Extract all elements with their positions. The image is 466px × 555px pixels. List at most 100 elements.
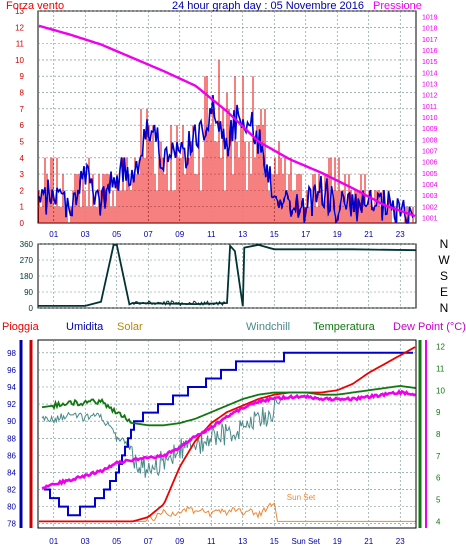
y-tick-label-left: 9 <box>20 72 25 81</box>
y-tick-label-left: 78 <box>7 520 16 529</box>
plot-frame <box>37 339 417 529</box>
y-tick-label-left: 4 <box>20 154 25 163</box>
y-tick-label-right: 8 <box>436 430 441 439</box>
x-tick-label: 11 <box>207 230 216 239</box>
legend-solar: Solar <box>117 321 143 333</box>
y-tick-label-left: 94 <box>7 383 16 392</box>
legend-dew-point: Dew Point (°C) <box>393 321 466 333</box>
y-tick-label: 0 <box>29 304 34 313</box>
y-tick-label-right: 1018 <box>422 26 438 33</box>
y-tick-label-left: 98 <box>7 349 16 358</box>
y-tick-label-right: 7 <box>436 452 441 461</box>
y-tick-label-right: 1014 <box>422 70 438 77</box>
y-tick-label-right: 1010 <box>422 115 438 122</box>
y-tick-label-left: 13 <box>15 7 24 16</box>
y-tick-label-right: 4 <box>436 517 441 526</box>
x-tick-label: 03 <box>81 537 90 546</box>
y-tick-label: 90 <box>24 288 33 297</box>
y-tick-label-left: 3 <box>20 170 25 179</box>
y-tick-label-right: 6 <box>436 474 441 483</box>
y-tick-label-right: 1004 <box>422 182 438 189</box>
x-tick-label: 01 <box>49 230 58 239</box>
x-tick-label: Sun Set <box>292 537 321 546</box>
y-tick-label-right: 11 <box>436 364 445 373</box>
legend-humidity: Umidita <box>66 321 104 333</box>
temperature-line <box>41 384 416 427</box>
y-tick-label-left: 5 <box>20 137 25 146</box>
pressure-line <box>38 24 416 218</box>
x-tick-label: 11 <box>207 537 216 546</box>
x-tick-label: 21 <box>364 230 373 239</box>
compass-label: E <box>440 285 448 299</box>
x-tick-label: 01 <box>49 537 58 546</box>
x-tick-label: 15 <box>270 537 279 546</box>
x-tick-label: 23 <box>396 537 405 546</box>
wind-direction-noise <box>132 300 226 307</box>
y-tick-label-right: 1002 <box>422 204 438 211</box>
y-tick-label-left: 7 <box>20 105 25 114</box>
x-tick-label: 21 <box>364 537 373 546</box>
x-tick-label: 19 <box>333 537 342 546</box>
y-tick-label-left: 11 <box>16 40 25 49</box>
legend-windchill: Windchill <box>246 321 291 333</box>
humidity-line <box>44 351 413 517</box>
wind-speed-axis-title: Forza vento <box>6 0 65 12</box>
compass-label: N <box>440 237 449 251</box>
y-tick-label-right: 1015 <box>422 59 438 66</box>
x-tick-label: 13 <box>238 230 247 239</box>
x-tick-label: 23 <box>396 230 405 239</box>
y-tick-label-left: 90 <box>7 417 16 426</box>
compass-label: W <box>438 253 450 267</box>
compass-label: N <box>440 301 449 315</box>
legend-rain: Pioggia <box>2 321 39 333</box>
y-tick-label-left: 84 <box>7 468 16 477</box>
y-tick-label-right: 1003 <box>422 193 438 200</box>
x-tick-label: 03 <box>81 230 90 239</box>
x-tick-label: 07 <box>144 537 153 546</box>
wind-direction-line <box>38 243 417 307</box>
y-tick-label-right: 1001 <box>422 215 438 222</box>
y-tick-label-right: 1012 <box>422 93 438 100</box>
x-tick-label: 19 <box>333 230 342 239</box>
y-tick-label-right: 12 <box>436 343 445 352</box>
y-tick-label-left: 82 <box>7 486 16 495</box>
y-tick-label-left: 88 <box>7 434 16 443</box>
wind-pressure-panel: 0123456789101112131001100210031004100510… <box>15 7 438 239</box>
y-tick-label-left: 8 <box>20 89 25 98</box>
x-tick-label: 15 <box>270 230 279 239</box>
y-tick-label-right: 1005 <box>422 171 438 178</box>
y-tick-label-left: 2 <box>20 186 25 195</box>
x-tick-label: 05 <box>112 537 121 546</box>
rain-line <box>39 346 416 523</box>
sun-set-annotation: Sun Set <box>287 493 316 502</box>
y-tick-label-left: 86 <box>7 451 16 460</box>
x-tick-label: 09 <box>175 537 184 546</box>
y-tick-label-left: 80 <box>7 503 16 512</box>
y-tick-label-right: 1016 <box>422 48 438 55</box>
y-tick-label-right: 1017 <box>422 37 438 44</box>
y-tick-label-right: 1013 <box>422 82 438 89</box>
compass-label: S <box>440 269 448 283</box>
y-tick-label-right: 5 <box>436 496 441 505</box>
y-tick-label-left: 0 <box>20 219 25 228</box>
y-tick-label: 180 <box>20 272 34 281</box>
y-tick-label-left: 6 <box>20 121 25 130</box>
y-tick-label-right: 9 <box>436 408 441 417</box>
y-tick-label-right: 1007 <box>422 148 438 155</box>
x-tick-label: 05 <box>112 230 121 239</box>
y-tick-label-left: 1 <box>20 203 25 212</box>
y-tick-label-left: 96 <box>7 366 16 375</box>
y-tick-label-right: 1009 <box>422 126 438 133</box>
x-tick-label: 13 <box>238 537 247 546</box>
x-tick-label: 07 <box>144 230 153 239</box>
y-tick-label-left: 92 <box>7 400 16 409</box>
y-tick-label-right: 1008 <box>422 137 438 144</box>
y-tick-label-right: 10 <box>436 386 445 395</box>
y-tick-label-left: 10 <box>15 56 24 65</box>
y-tick-label-right: 1006 <box>422 160 438 167</box>
y-tick-label-right: 1011 <box>422 104 437 111</box>
